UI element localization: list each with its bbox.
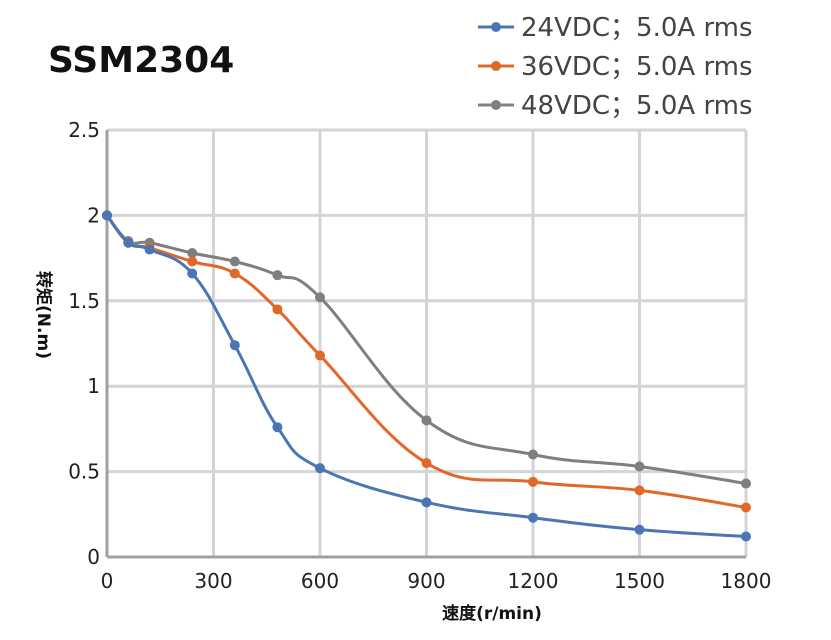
legend-label: 36VDC；5.0A rms [521, 52, 753, 82]
x-tick-label: 1800 [721, 569, 772, 593]
data-point [634, 485, 645, 496]
y-tick-label: 1 [87, 374, 100, 398]
legend-label: 24VDC；5.0A rms [521, 13, 753, 43]
y-tick-label: 0.5 [68, 460, 100, 484]
y-axis-label: 转矩(N.m) [33, 271, 54, 359]
data-point [187, 256, 198, 267]
series-24vdc [102, 210, 751, 542]
data-point [634, 461, 645, 472]
data-point [741, 478, 751, 489]
data-point [272, 270, 283, 281]
data-point [421, 458, 432, 469]
y-tick-label: 2.5 [68, 118, 100, 142]
data-point [634, 524, 645, 535]
x-tick-label: 1200 [508, 569, 559, 593]
x-tick-label: 900 [407, 569, 445, 593]
legend-marker [491, 61, 501, 71]
data-point [272, 304, 283, 315]
x-axis-label: 速度(r/min) [442, 603, 542, 624]
data-point [315, 350, 325, 361]
data-point [315, 292, 325, 303]
data-point [528, 476, 538, 487]
data-point [187, 247, 198, 258]
data-point [123, 237, 134, 248]
data-point [741, 531, 751, 542]
data-point [187, 268, 198, 279]
x-tick-label: 1500 [614, 569, 665, 593]
y-tick-label: 1.5 [68, 289, 100, 313]
data-point [229, 340, 240, 351]
data-point [421, 415, 432, 426]
chart-title: SSM2304 [48, 40, 234, 81]
x-tick-label: 300 [194, 569, 232, 593]
legend-marker [491, 100, 501, 110]
data-point [229, 268, 240, 279]
data-point [102, 210, 112, 221]
data-point [741, 502, 751, 513]
data-point [144, 244, 155, 255]
x-tick-label: 600 [301, 569, 339, 593]
data-point [272, 422, 283, 433]
legend-label: 48VDC；5.0A rms [521, 91, 753, 121]
x-tick-label: 0 [101, 569, 114, 593]
data-point [229, 256, 240, 267]
data-point [528, 449, 538, 460]
data-point [421, 497, 432, 508]
legend-marker [491, 22, 501, 32]
y-tick-label: 0 [87, 545, 100, 569]
data-point [315, 463, 325, 474]
y-tick-label: 2 [87, 203, 100, 227]
data-point [528, 512, 538, 523]
